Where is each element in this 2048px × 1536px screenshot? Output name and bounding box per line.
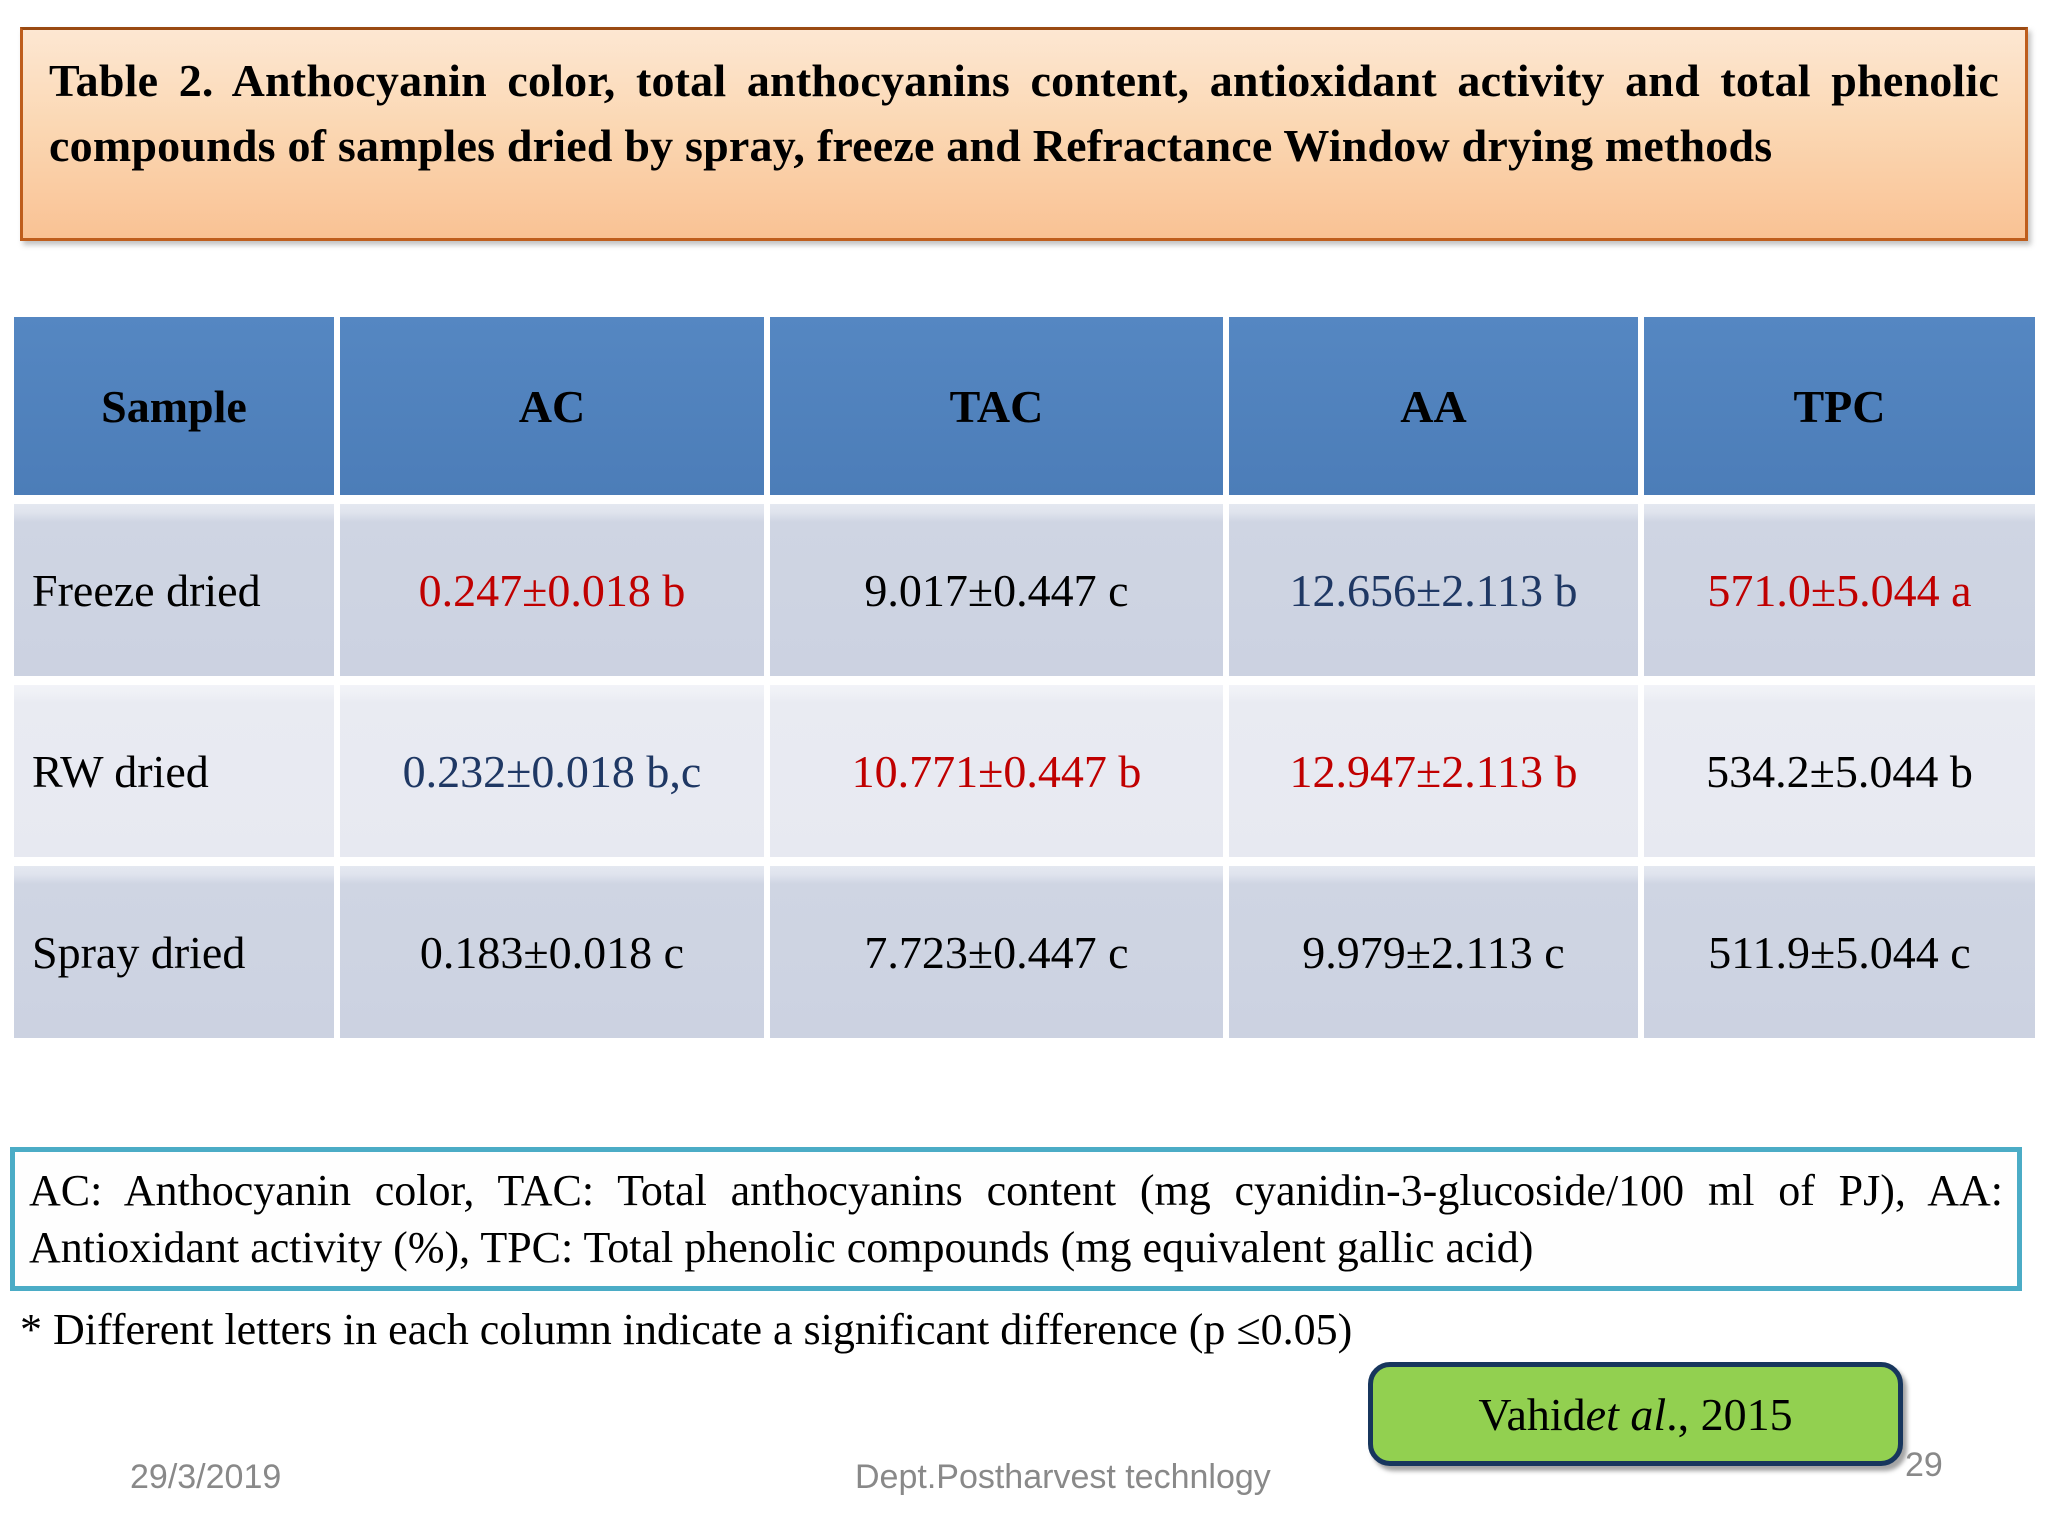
citation-year: ., 2015	[1666, 1388, 1793, 1440]
row-label-spray-dried: Spray dried	[14, 866, 334, 1038]
abbreviation-footnote-box: AC: Anthocyanin color, TAC: Total anthoc…	[10, 1147, 2022, 1292]
slide-title: Table 2. Anthocyanin color, total anthoc…	[49, 55, 1999, 172]
cell-rw-tpc: 534.2±5.044 b	[1644, 685, 2035, 857]
citation-author: Vahid	[1478, 1388, 1586, 1440]
citation-box: Vahid et al., 2015	[1368, 1362, 1903, 1466]
cell-freeze-tac: 9.017±0.447 c	[770, 504, 1223, 676]
cell-freeze-tpc: 571.0±5.044 a	[1644, 504, 2035, 676]
cell-spray-aa: 9.979±2.113 c	[1229, 866, 1638, 1038]
column-header-tac: TAC	[770, 317, 1223, 495]
cell-spray-tpc: 511.9±5.044 c	[1644, 866, 2035, 1038]
row-label-rw-dried: RW dried	[14, 685, 334, 857]
row-label-freeze-dried: Freeze dried	[14, 504, 334, 676]
footer-page-number: 29	[1905, 1446, 1943, 1484]
column-header-sample: Sample	[14, 317, 334, 495]
cell-spray-tac: 7.723±0.447 c	[770, 866, 1223, 1038]
footer-date: 29/3/2019	[130, 1458, 282, 1496]
cell-rw-ac: 0.232±0.018 b,c	[340, 685, 764, 857]
title-box: Table 2. Anthocyanin color, total anthoc…	[20, 27, 2028, 241]
column-header-ac: AC	[340, 317, 764, 495]
data-table: Sample AC TAC AA TPC Freeze dried 0.247±…	[14, 317, 2035, 1038]
cell-rw-aa: 12.947±2.113 b	[1229, 685, 1638, 857]
column-header-tpc: TPC	[1644, 317, 2035, 495]
footer-department: Dept.Postharvest technlogy	[855, 1458, 1271, 1496]
cell-spray-ac: 0.183±0.018 c	[340, 866, 764, 1038]
cell-freeze-aa: 12.656±2.113 b	[1229, 504, 1638, 676]
significance-note: * Different letters in each column indic…	[20, 1305, 1353, 1354]
citation-etal: et al	[1585, 1388, 1667, 1440]
cell-freeze-ac: 0.247±0.018 b	[340, 504, 764, 676]
cell-rw-tac: 10.771±0.447 b	[770, 685, 1223, 857]
column-header-aa: AA	[1229, 317, 1638, 495]
